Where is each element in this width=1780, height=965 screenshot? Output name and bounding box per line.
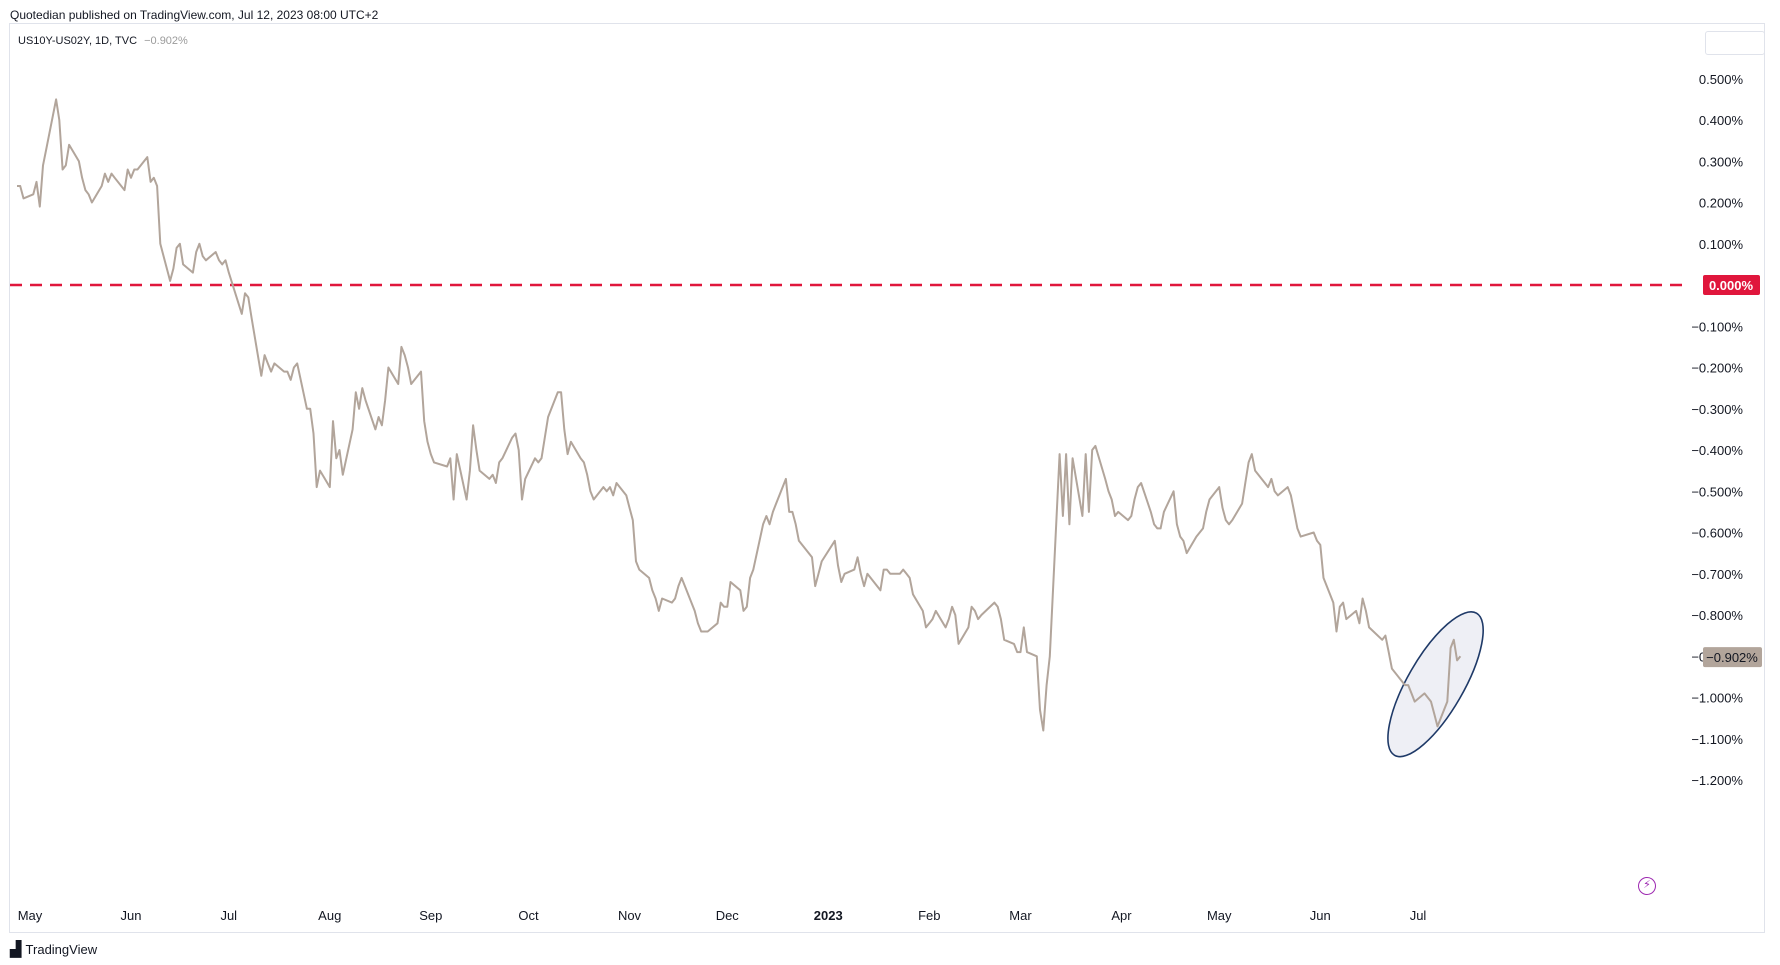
y-tick-label: −0.600% (1691, 526, 1743, 541)
tradingview-logo-icon: ▟ (10, 941, 22, 958)
y-tick-label: 0.400% (1699, 113, 1744, 128)
bolt-icon[interactable]: ⚡ (1638, 877, 1656, 895)
legend-symbol: US10Y-US02Y, 1D, TVC (18, 35, 138, 47)
y-tick-label: −1.200% (1691, 773, 1743, 788)
y-tick-label: −0.300% (1691, 402, 1743, 417)
y-tick-label: 0.300% (1699, 154, 1744, 169)
y-tick-label: −0.100% (1691, 319, 1743, 334)
y-tick-label: −0.800% (1691, 608, 1743, 623)
y-tick-label: −1.100% (1691, 732, 1743, 747)
y-tick-label: −0.400% (1691, 443, 1743, 458)
publish-line: Quotedian published on TradingView.com, … (10, 8, 379, 22)
x-tick-label: Dec (716, 908, 740, 923)
x-tick-label: Jul (220, 908, 237, 923)
x-tick-label: Jun (1310, 908, 1331, 923)
x-tick-label: Mar (1009, 908, 1032, 923)
x-tick-label: Oct (518, 908, 539, 923)
zero-price-badge-label: 0.000% (1709, 278, 1754, 293)
x-tick-label: Jul (1410, 908, 1427, 923)
highlight-ellipse (1387, 611, 1484, 758)
x-tick-label: May (1207, 908, 1232, 923)
tradingview-brand[interactable]: ▟ TradingView (10, 940, 97, 958)
legend-last-value: −0.902% (144, 35, 188, 47)
y-tick-label: −0.200% (1691, 361, 1743, 376)
x-tick-label: Feb (918, 908, 940, 923)
series-line-us10y-us02y (17, 98, 1462, 732)
y-tick-label: 0.500% (1699, 72, 1744, 87)
x-tick-label: 2023 (814, 908, 843, 923)
y-tick-label: −1.000% (1691, 691, 1743, 706)
x-tick-label: Jun (121, 908, 142, 923)
x-tick-label: Sep (419, 908, 442, 923)
last-price-badge (1703, 647, 1762, 668)
y-tick-label: −0.700% (1691, 567, 1743, 582)
y-tick-label: −0.500% (1691, 484, 1743, 499)
x-tick-label: Apr (1111, 908, 1132, 923)
chart-toolbar-box[interactable] (1705, 31, 1765, 55)
y-tick-label: 0.100% (1699, 237, 1744, 252)
zero-price-badge (1703, 275, 1760, 295)
series-legend[interactable]: US10Y-US02Y, 1D, TVC −0.902% (18, 35, 188, 47)
x-tick-label: May (18, 908, 43, 923)
y-tick-label: 0.200% (1699, 196, 1744, 211)
x-tick-label: Nov (618, 908, 642, 923)
last-price-badge-label: −0.902% (1706, 650, 1758, 665)
chart-frame (9, 23, 1765, 933)
brand-label: TradingView (25, 941, 98, 957)
x-tick-label: Aug (318, 908, 341, 923)
